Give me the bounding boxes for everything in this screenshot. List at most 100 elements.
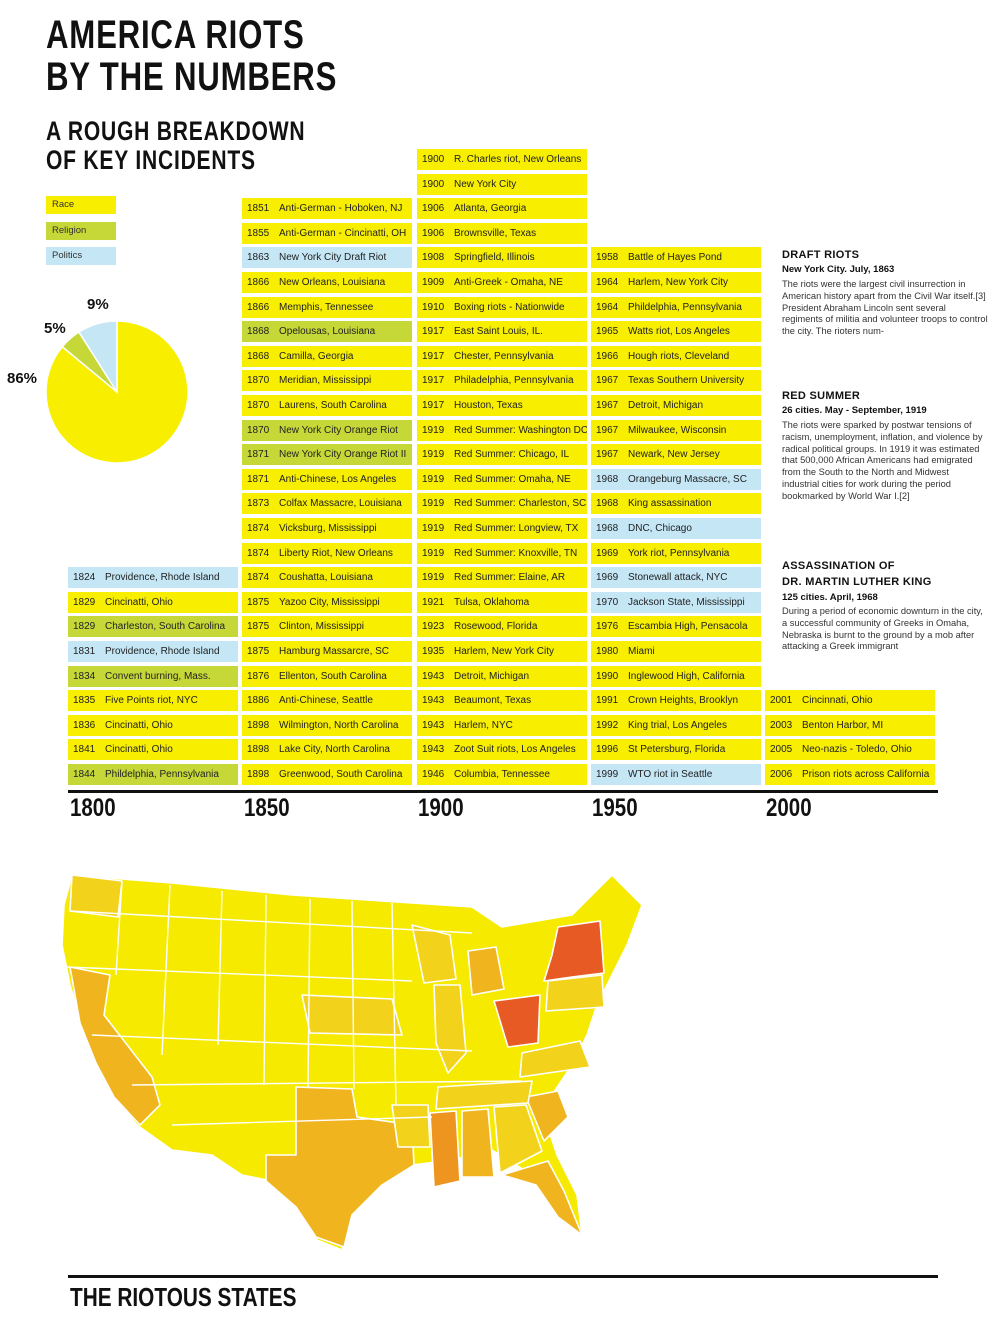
event-row: 1866 Memphis, Tennessee [242, 296, 412, 318]
event-year: 1966 [596, 350, 619, 362]
event-year: 1873 [247, 498, 270, 510]
title-line-1: AMERICA RIOTS [46, 13, 305, 57]
note-title: DRAFT RIOTS [782, 249, 860, 261]
note-body: The riots were sparked by postwar tensio… [782, 420, 983, 501]
event-row: 1875 Hamburg Massarcre, SC [242, 641, 412, 662]
event-name: New Orleans, Louisiana [279, 277, 386, 288]
event-name: Harlem, New York City [628, 277, 729, 288]
event-year: 1870 [247, 424, 270, 436]
event-row: 1863 New York City Draft Riot [242, 247, 412, 269]
event-name: Lake City, North Carolina [279, 744, 390, 756]
event-year: 1866 [247, 301, 270, 313]
event-row: 1965 Watts riot, Los Angeles [591, 321, 761, 343]
pie-label-race: 86% [7, 370, 38, 387]
event-name: Miami [628, 646, 655, 657]
event-name: Benton Harbor, MI [802, 719, 884, 731]
event-year: 1999 [596, 769, 619, 780]
event-name: Watts riot, Los Angeles [628, 326, 730, 338]
event-year: 1824 [73, 572, 96, 584]
event-year: 1841 [73, 744, 96, 756]
event-name: Detroit, Michigan [628, 400, 704, 411]
event-name: Greenwood, South Carolina [279, 769, 403, 780]
event-name: Colfax Massacre, Louisiana [279, 498, 402, 510]
event-year: 1968 [596, 498, 619, 510]
event-name: Prison riots across California [802, 769, 930, 780]
event-row: 1870 Meridian, Mississippi [242, 370, 412, 392]
event-name: Opelousas, Louisiana [279, 326, 376, 338]
event-row: 1946 Columbia, Tennessee [417, 764, 587, 785]
event-name: Liberty Riot, New Orleans [279, 547, 393, 559]
event-name: Escambia High, Pensacola [628, 621, 748, 633]
event-name: Cincinnati, Ohio [802, 695, 873, 707]
event-name: New York City Orange Riot [279, 424, 398, 436]
event-row: 1917 Houston, Texas [417, 395, 587, 416]
event-name: Anti-Chinese, Seattle [279, 695, 373, 707]
event-row: 1921 Tulsa, Oklahoma [417, 591, 587, 613]
event-year: 1851 [247, 203, 270, 215]
event-year: 1935 [422, 646, 445, 657]
event-year: 1886 [247, 695, 270, 707]
event-name: Red Summer: Washington DC [454, 424, 587, 436]
axis-tick-1950: 1950 [592, 794, 638, 822]
event-row: 1990 Inglewood High, California [591, 665, 761, 687]
event-row: 1871 New York City Orange Riot II [242, 444, 412, 466]
event-name: Cincinatti, Ohio [105, 719, 173, 731]
state-mississippi [429, 1110, 461, 1188]
event-year: 1969 [596, 547, 619, 559]
event-year: 1863 [247, 252, 270, 264]
event-year: 1923 [422, 621, 445, 633]
event-name: Chester, Pennsylvania [454, 350, 554, 362]
event-name: Cincinatti, Ohio [105, 596, 173, 608]
event-row: 1868 Camilla, Georgia [242, 345, 412, 367]
event-row: 1999 WTO riot in Seattle [591, 764, 761, 785]
event-name: Atlanta, Georgia [454, 203, 527, 215]
event-row: 1919 Red Summer: Omaha, NE [417, 468, 587, 490]
event-row: 1943 Detroit, Michigan [417, 665, 587, 687]
event-year: 2001 [770, 695, 793, 707]
event-year: 1943 [422, 719, 445, 731]
event-year: 1965 [596, 326, 619, 338]
event-year: 1990 [596, 670, 619, 682]
event-year: 1919 [422, 424, 445, 436]
event-row: 1870 New York City Orange Riot [242, 419, 412, 441]
event-row: 1917 Chester, Pennsylvania [417, 345, 587, 367]
event-name: Jackson State, Mississippi [628, 596, 745, 608]
event-year: 1898 [247, 719, 270, 731]
event-row: 1868 Opelousas, Louisiana [242, 321, 412, 343]
event-row: 1964 Phildelphia, Pennsylvania [591, 296, 761, 318]
event-row: 1844 Phildelphia, Pennsylvania [68, 764, 238, 785]
event-name: St Petersburg, Florida [628, 744, 726, 756]
event-row: 1876 Ellenton, South Carolina [242, 665, 412, 687]
event-name: Tulsa, Oklahoma [454, 596, 530, 608]
event-year: 1976 [596, 621, 619, 633]
event-year: 1844 [73, 769, 96, 780]
event-row: 1992 King trial, Los Angeles [591, 714, 761, 736]
event-name: King trial, Los Angeles [628, 719, 727, 731]
event-name: Anti-German - Cincinatti, OH [279, 227, 407, 239]
event-year: 1967 [596, 375, 619, 387]
event-year: 1871 [247, 449, 270, 461]
event-year: 1917 [422, 375, 445, 387]
event-row: 1824 Providence, Rhode Island [68, 567, 238, 589]
subtitle-line-2: OF KEY INCIDENTS [46, 145, 256, 175]
event-year: 1875 [247, 646, 270, 657]
event-year: 1967 [596, 424, 619, 436]
event-name: East Saint Louis, IL. [454, 326, 543, 338]
event-year: 1964 [596, 301, 619, 313]
event-name: Cincinatti, Ohio [105, 744, 173, 756]
event-row: 1871 Anti-Chinese, Los Angeles [242, 468, 412, 490]
event-row: 1886 Anti-Chinese, Seattle [242, 690, 412, 712]
event-row: 1966 Hough riots, Cleveland [591, 345, 761, 367]
event-row: 1898 Greenwood, South Carolina [242, 764, 412, 785]
axis-tick-1800: 1800 [70, 794, 116, 822]
event-year: 1919 [422, 547, 445, 559]
event-row: 1875 Yazoo City, Mississippi [242, 591, 412, 613]
pie-label-religion: 5% [44, 320, 66, 337]
event-name: Springfield, Illinois [454, 252, 535, 264]
event-year: 1868 [247, 350, 270, 362]
event-year: 1906 [422, 227, 445, 239]
event-year: 1921 [422, 596, 445, 608]
event-row: 1943 Beaumont, Texas [417, 690, 587, 712]
event-year: 1992 [596, 719, 619, 731]
event-name: Five Points riot, NYC [105, 695, 198, 707]
